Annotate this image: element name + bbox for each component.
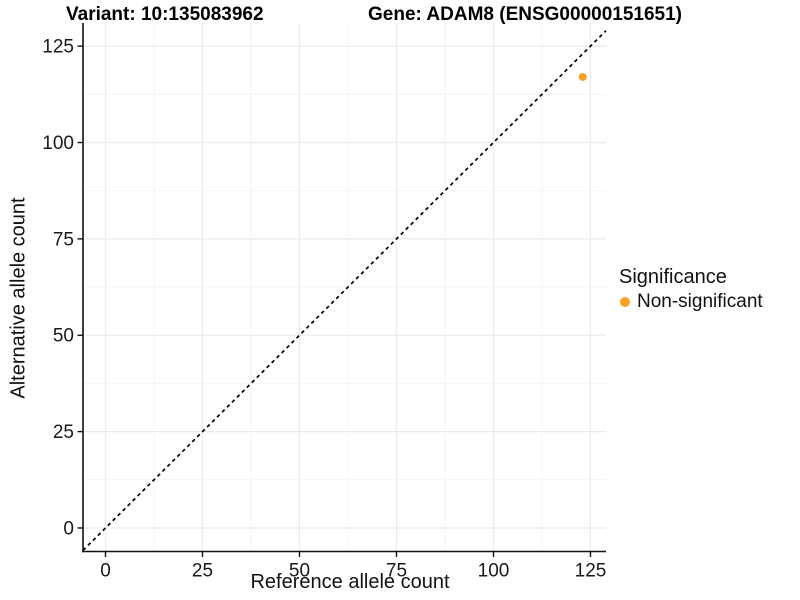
legend-entry: Non-significant bbox=[619, 291, 763, 313]
x-tick-label: 75 bbox=[386, 561, 407, 582]
x-tick-label: 25 bbox=[192, 561, 213, 582]
y-axis-title: Alternative allele count bbox=[7, 197, 30, 399]
plot-title-variant: Variant: 10:135083962 bbox=[66, 4, 264, 25]
y-tick-label: 100 bbox=[42, 133, 74, 154]
plot-title-gene: Gene: ADAM8 (ENSG00000151651) bbox=[368, 4, 682, 25]
y-tick-label: 50 bbox=[53, 326, 74, 347]
x-tick-label: 100 bbox=[478, 561, 510, 582]
y-tick-label: 125 bbox=[42, 37, 74, 58]
x-tick-label: 125 bbox=[575, 561, 607, 582]
legend-entry-label: Non-significant bbox=[637, 291, 763, 312]
y-tick-label: 0 bbox=[63, 518, 74, 539]
legend: Significance Non-significant bbox=[619, 265, 763, 313]
legend-point-icon bbox=[620, 297, 630, 307]
x-tick-label: 50 bbox=[289, 561, 310, 582]
data-point bbox=[578, 72, 587, 81]
y-tick-label: 25 bbox=[53, 422, 74, 443]
x-axis-title: Reference allele count bbox=[250, 571, 450, 593]
legend-title: Significance bbox=[619, 266, 727, 288]
x-tick-label: 0 bbox=[100, 561, 111, 582]
y-tick-label: 75 bbox=[53, 229, 74, 250]
